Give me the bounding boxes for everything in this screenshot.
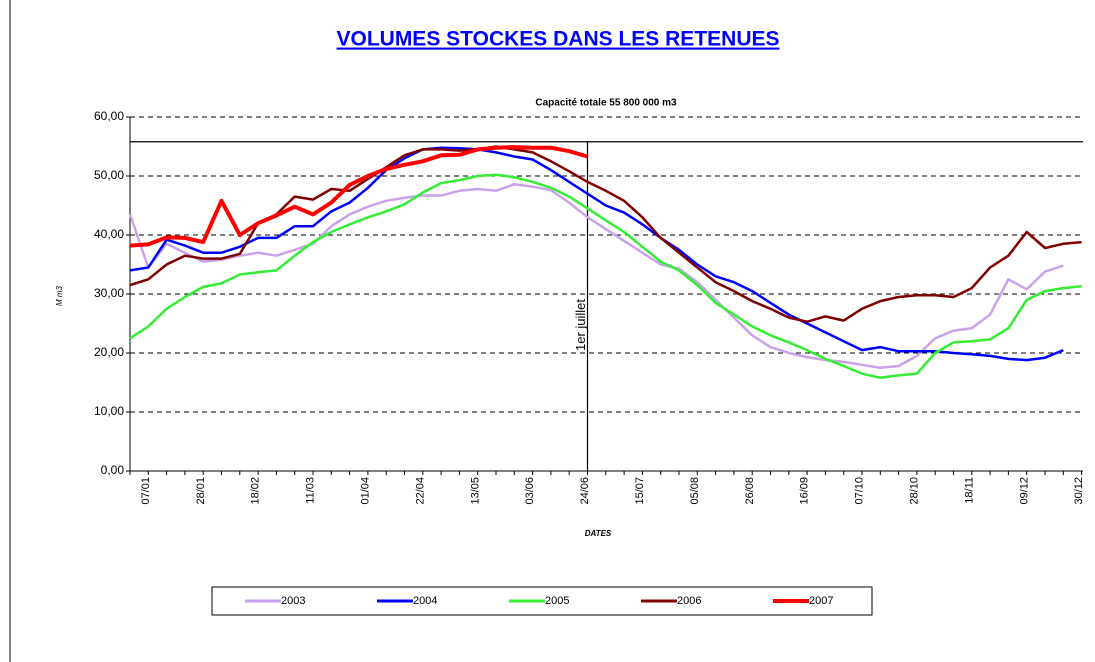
x-tick-label: 16/09 — [799, 477, 811, 505]
series-line — [128, 183, 1064, 370]
series-line — [129, 145, 1082, 323]
x-tick-label: 30/12 — [1073, 477, 1085, 505]
x-tick-label: 18/02 — [250, 477, 262, 505]
x-tick-label: 01/04 — [360, 477, 372, 505]
y-tick-label: 20,00 — [94, 345, 124, 359]
series-line — [129, 146, 1064, 362]
y-tick-label: 10,00 — [94, 404, 124, 418]
legend-label: 2006 — [677, 595, 701, 607]
annotation-label: 1er juillet — [573, 299, 588, 351]
x-tick-label: 05/08 — [689, 477, 701, 505]
x-tick-label: 18/11 — [963, 477, 975, 504]
x-tick-label: 13/05 — [469, 477, 481, 505]
series-line — [129, 145, 589, 248]
x-tick-label: 22/04 — [414, 477, 426, 505]
x-tick-label: 07/01 — [140, 477, 152, 505]
x-tick-label: 07/10 — [854, 477, 866, 505]
chart-title: VOLUMES STOCKES DANS LES RETENUES — [336, 28, 779, 51]
series-line — [129, 173, 1082, 380]
x-tick-label: 11/03 — [305, 477, 317, 504]
legend-label: 2003 — [281, 595, 305, 607]
x-tick-label: 03/06 — [524, 477, 536, 505]
y-tick-label: 0,00 — [101, 463, 125, 477]
y-tick-label: 60,00 — [94, 109, 124, 123]
y-tick-label: 40,00 — [94, 227, 124, 241]
legend-label: 2004 — [413, 595, 437, 607]
y-axis-label: M m3 — [55, 285, 64, 306]
chart-subtitle: Capacité totale 55 800 000 m3 — [535, 98, 677, 109]
y-tick-label: 30,00 — [94, 286, 124, 300]
legend-label: 2007 — [809, 595, 833, 607]
x-axis-label: DATES — [585, 529, 612, 538]
y-tick-label: 50,00 — [94, 168, 124, 182]
x-tick-label: 09/12 — [1018, 477, 1030, 505]
x-tick-label: 26/08 — [744, 477, 756, 505]
x-tick-label: 28/10 — [909, 477, 921, 505]
x-tick-label: 28/01 — [195, 477, 207, 505]
x-tick-label: 24/06 — [579, 477, 591, 505]
legend-label: 2005 — [545, 595, 569, 607]
x-tick-label: 15/07 — [634, 477, 646, 505]
